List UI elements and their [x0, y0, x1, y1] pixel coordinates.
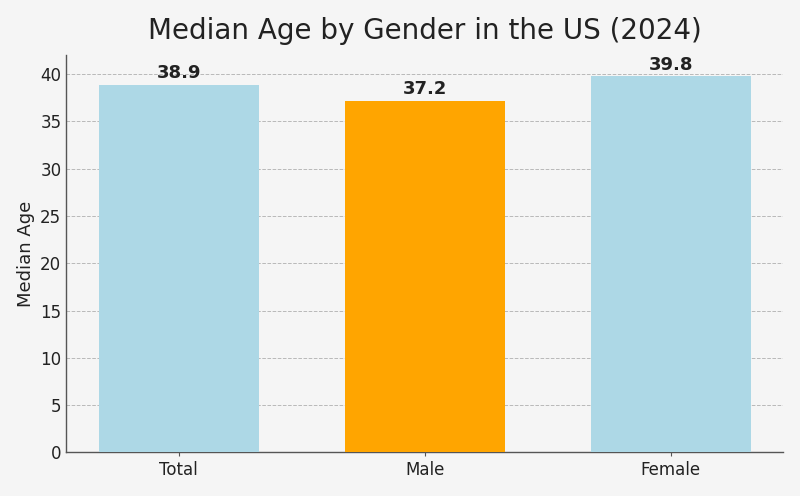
Title: Median Age by Gender in the US (2024): Median Age by Gender in the US (2024) [148, 17, 702, 45]
Text: 38.9: 38.9 [157, 64, 201, 82]
Text: 39.8: 39.8 [649, 56, 693, 74]
Y-axis label: Median Age: Median Age [17, 201, 34, 307]
Bar [591, 76, 750, 452]
Bar [345, 101, 505, 452]
Text: 37.2: 37.2 [402, 80, 447, 98]
Bar [99, 85, 258, 452]
